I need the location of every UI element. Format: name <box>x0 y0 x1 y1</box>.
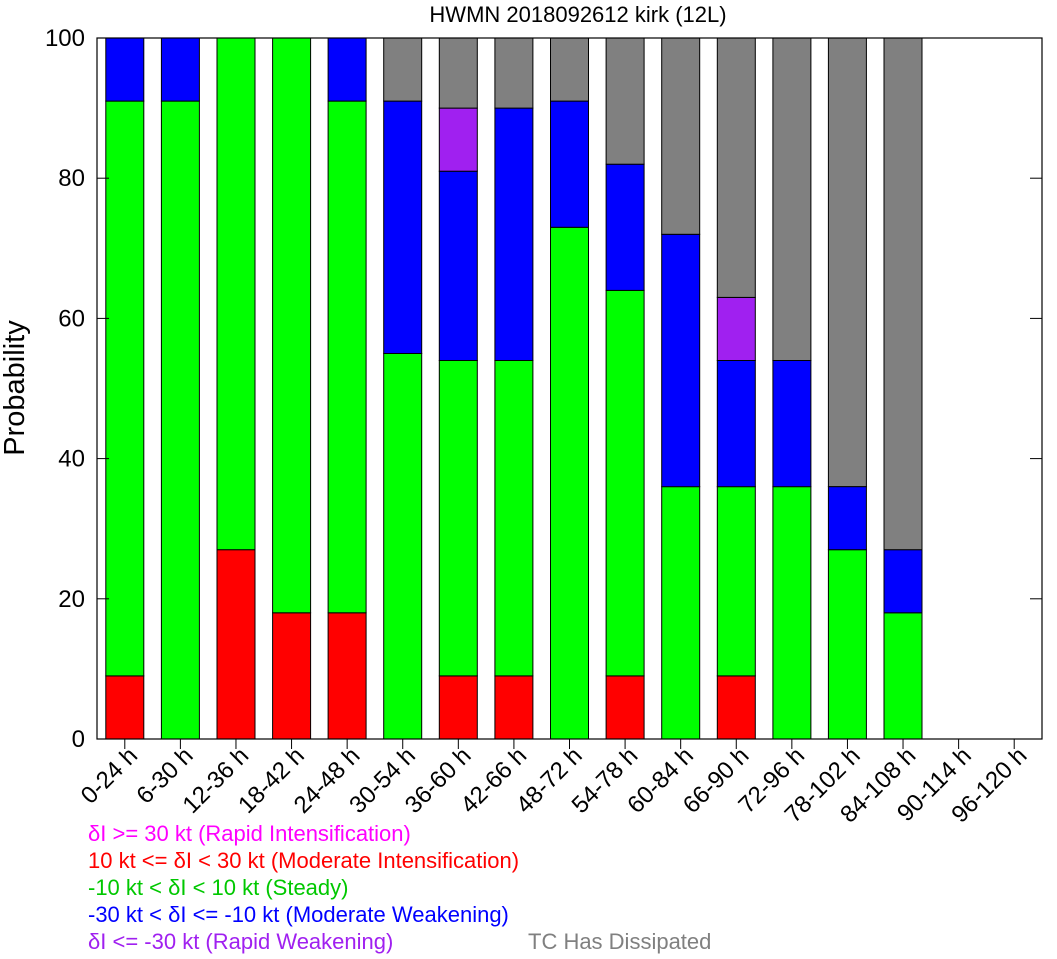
bar-segment-36-60h-s4 <box>438 107 478 172</box>
bar-segment-48-72h-s5 <box>550 37 589 102</box>
bar-segment-6-30h-s2 <box>160 100 200 740</box>
bar-segment-66-90h-s2 <box>716 486 756 677</box>
bar-segment-72-96h-s5 <box>772 37 812 361</box>
bar-segment-42-66h-s2 <box>494 360 534 677</box>
legend-entry-dissipated: TC Has Dissipated <box>528 929 712 954</box>
bar-segment-30-54h-s2 <box>383 352 423 740</box>
bar-segment-30-54h-s3 <box>383 100 423 354</box>
bar-segment-84-108h-s5 <box>883 37 923 551</box>
y-tick-label: 80 <box>58 165 85 192</box>
bar-segment-54-78h-s5 <box>605 37 645 165</box>
bar-segment-66-90h-s4 <box>716 296 756 361</box>
bar-segment-54-78h-s3 <box>605 163 645 291</box>
bar-segment-48-72h-s3 <box>550 100 589 228</box>
bar-segment-36-60h-s2 <box>438 360 478 677</box>
bar-segment-36-60h-s1 <box>438 675 478 740</box>
legend-entry-rapid-weakening: δI <= -30 kt (Rapid Weakening) <box>88 929 394 954</box>
y-tick-label: 100 <box>45 25 85 52</box>
bar-segment-72-96h-s2 <box>772 486 812 740</box>
bar-segment-66-90h-s3 <box>716 360 756 488</box>
bar-segment-0-24h-s3 <box>105 37 145 102</box>
y-tick-label: 0 <box>72 726 85 753</box>
chart-title: HWMN 2018092612 kirk (12L) <box>429 2 726 27</box>
bar-segment-60-84h-s3 <box>661 233 701 488</box>
legend-entry-moderate-weakening: -30 kt < δI <= -10 kt (Moderate Weakenin… <box>88 902 509 927</box>
bar-segment-66-90h-s5 <box>716 37 756 298</box>
x-tick-label: 0-24 h <box>76 742 143 809</box>
bar-segment-24-48h-s2 <box>327 100 367 614</box>
bar-segment-42-66h-s3 <box>494 107 534 361</box>
bar-segment-12-36h-s2 <box>216 37 256 551</box>
bar-segment-42-66h-s1 <box>494 675 534 740</box>
bar-segment-18-42h-s2 <box>272 37 312 614</box>
bar-segment-60-84h-s2 <box>661 486 701 740</box>
bar-segment-84-108h-s2 <box>883 612 923 740</box>
bar-segment-78-102h-s5 <box>827 37 867 488</box>
bar-segment-18-42h-s1 <box>272 612 312 740</box>
bar-segment-72-96h-s3 <box>772 360 812 488</box>
bar-segment-48-72h-s2 <box>550 226 589 740</box>
bar-segment-36-60h-s5 <box>438 37 478 109</box>
bar-segment-36-60h-s3 <box>438 170 478 361</box>
legend-entry-moderate-intensification: 10 kt <= δI < 30 kt (Moderate Intensific… <box>88 848 520 873</box>
bars-layer <box>105 37 1034 740</box>
bar-segment-24-48h-s1 <box>327 612 367 740</box>
bar-segment-6-30h-s3 <box>160 37 200 102</box>
bar-segment-42-66h-s5 <box>494 37 534 109</box>
y-tick-label: 60 <box>58 305 85 332</box>
bar-segment-24-48h-s3 <box>327 37 367 102</box>
y-axis-label: Probability <box>0 320 31 456</box>
y-tick-label: 40 <box>58 446 85 473</box>
legend-entry-rapid-intensification: δI >= 30 kt (Rapid Intensification) <box>88 821 411 846</box>
bar-segment-60-84h-s5 <box>661 37 701 235</box>
y-tick-label: 20 <box>58 586 85 613</box>
bar-segment-78-102h-s2 <box>827 549 867 740</box>
bar-segment-54-78h-s1 <box>605 675 645 740</box>
bar-segment-66-90h-s1 <box>716 675 756 740</box>
bar-segment-0-24h-s2 <box>105 100 145 677</box>
bar-segment-78-102h-s3 <box>827 486 867 551</box>
bar-segment-12-36h-s1 <box>216 549 256 740</box>
bar-segment-30-54h-s5 <box>383 37 423 102</box>
bar-segment-54-78h-s2 <box>605 289 645 677</box>
legend-entry-steady: -10 kt < δI < 10 kt (Steady) <box>88 875 349 900</box>
bar-segment-84-108h-s3 <box>883 549 923 614</box>
bar-segment-0-24h-s1 <box>105 675 145 740</box>
